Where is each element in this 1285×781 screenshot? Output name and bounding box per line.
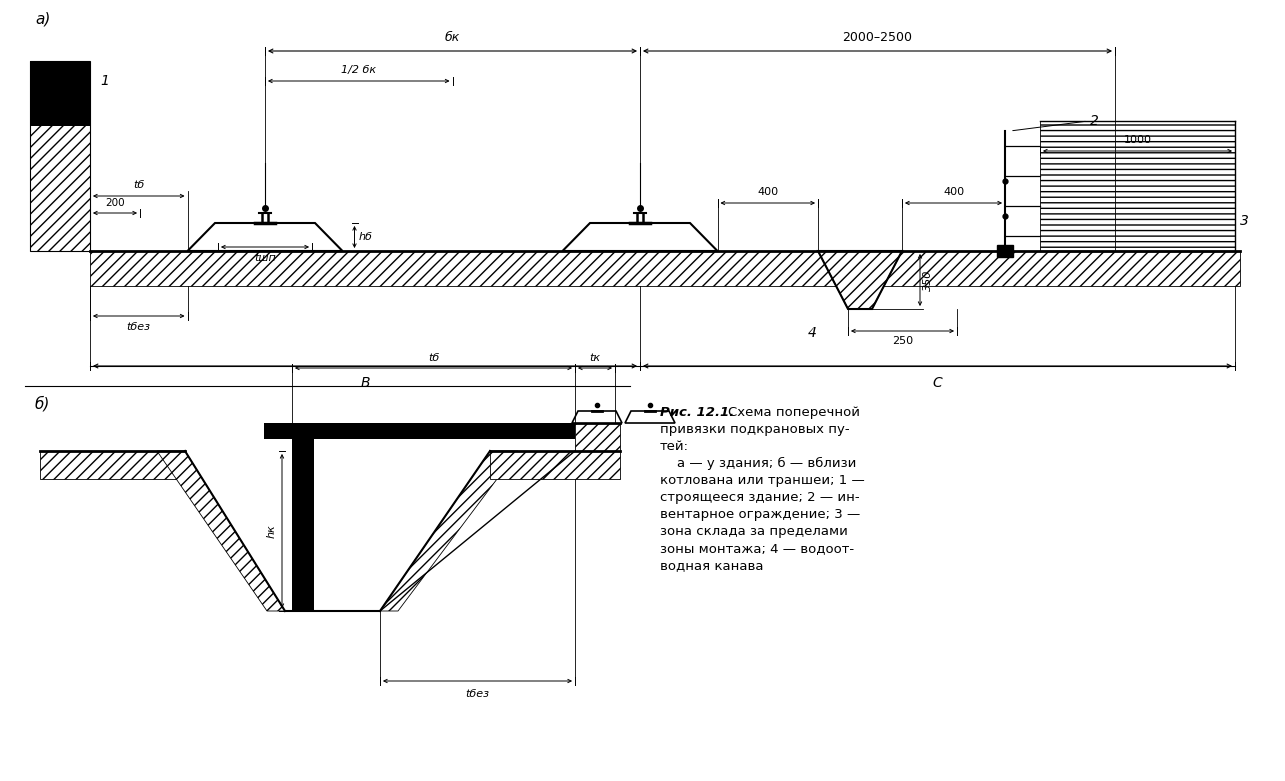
Text: Рис. 12.1.: Рис. 12.1.	[660, 406, 734, 419]
Text: В: В	[360, 376, 370, 390]
Polygon shape	[30, 61, 90, 251]
Polygon shape	[292, 436, 314, 611]
Text: 2000–2500: 2000–2500	[843, 31, 912, 44]
Polygon shape	[490, 451, 619, 479]
Text: а): а)	[35, 11, 50, 26]
Polygon shape	[574, 423, 619, 451]
Text: б): б)	[35, 396, 50, 412]
Text: С: С	[933, 376, 942, 390]
Text: 3: 3	[1240, 214, 1249, 228]
Polygon shape	[188, 223, 343, 251]
Text: 250: 250	[892, 336, 914, 346]
Text: hк: hк	[267, 524, 278, 538]
Polygon shape	[40, 451, 185, 479]
Polygon shape	[592, 225, 687, 241]
Text: 1: 1	[100, 74, 109, 88]
Text: 350: 350	[923, 269, 933, 291]
Text: а — у здания; б — вблизи: а — у здания; б — вблизи	[660, 457, 856, 470]
Text: 1000: 1000	[1123, 135, 1151, 145]
Text: вентарное ограждение; 3 —: вентарное ограждение; 3 —	[660, 508, 860, 521]
Polygon shape	[263, 423, 574, 439]
Text: котлована или траншеи; 1 —: котлована или траншеи; 1 —	[660, 474, 865, 487]
Text: 400: 400	[943, 187, 964, 197]
Polygon shape	[218, 225, 312, 241]
Polygon shape	[634, 413, 667, 421]
Bar	[997, 245, 1013, 257]
Polygon shape	[580, 413, 614, 421]
Text: 4: 4	[808, 326, 817, 340]
Text: 1/2 бк: 1/2 бк	[342, 65, 377, 75]
Polygon shape	[563, 223, 717, 251]
Polygon shape	[1040, 121, 1235, 251]
Text: hб: hб	[359, 232, 373, 242]
Text: tб: tб	[134, 180, 144, 190]
Polygon shape	[380, 451, 518, 611]
Text: tбез: tбез	[127, 322, 150, 332]
Polygon shape	[572, 411, 622, 423]
Polygon shape	[157, 451, 285, 611]
Text: строящееся здание; 2 — ин-: строящееся здание; 2 — ин-	[660, 491, 860, 504]
Text: 400: 400	[757, 187, 779, 197]
Text: tб: tб	[428, 353, 439, 363]
Text: tбез: tбез	[465, 689, 490, 699]
Text: 200: 200	[105, 198, 125, 208]
Text: тей:: тей:	[660, 440, 689, 453]
Text: tк: tк	[590, 353, 600, 363]
Text: tшп: tшп	[254, 253, 276, 263]
Text: водная канава: водная канава	[660, 559, 763, 572]
Polygon shape	[30, 61, 90, 126]
Text: привязки подкрановых пу-: привязки подкрановых пу-	[660, 423, 849, 436]
Text: зоны монтажа; 4 — водоот-: зоны монтажа; 4 — водоот-	[660, 542, 855, 555]
Text: зона склада за пределами: зона склада за пределами	[660, 525, 848, 538]
Polygon shape	[625, 411, 675, 423]
Text: бк: бк	[445, 31, 460, 44]
Polygon shape	[819, 251, 902, 309]
Polygon shape	[90, 251, 1240, 286]
Text: 2: 2	[1090, 114, 1099, 128]
Text: Схема поперечной: Схема поперечной	[729, 406, 860, 419]
